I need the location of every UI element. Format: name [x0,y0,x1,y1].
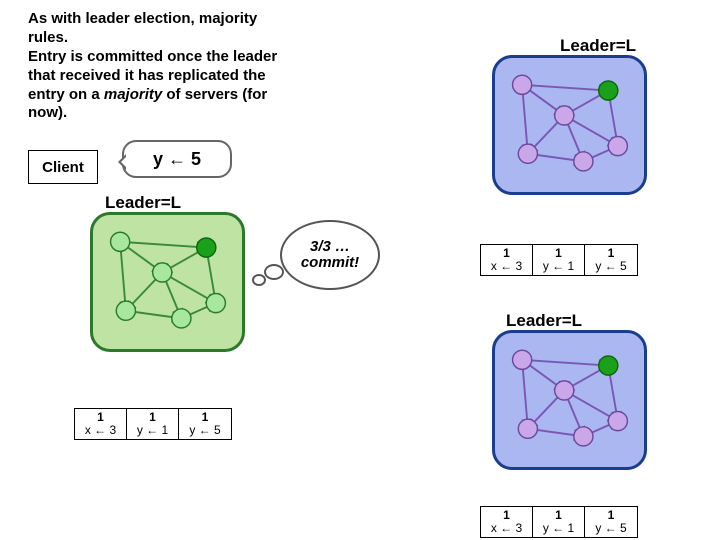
log-cell-0-1: 1y ← 1 [127,409,179,439]
caption-line1: As with leader election, majority [28,10,257,27]
log-cmd: y ← 5 [585,522,637,535]
cluster-blue1 [492,55,647,195]
cluster-blue2 [492,330,647,470]
log-strip-1: 1x ← 31y ← 11y ← 5 [480,244,638,276]
leader-label-blue1: Leader=L [560,36,636,56]
log-strip-0: 1x ← 31y ← 11y ← 5 [74,408,232,440]
caption-l2b: that received it has replicated the [28,67,266,84]
log-cmd: y ← 1 [127,424,178,437]
log-cmd: x ← 3 [481,522,532,535]
caption-l2a: Entry is committed once the leader [28,48,277,65]
log-cell-2-1: 1y ← 1 [533,507,585,537]
speech-bubble: y ← 5 [122,140,232,178]
log-cmd: y ← 1 [533,522,584,535]
log-cmd: y ← 1 [533,260,584,273]
cluster-green [90,212,245,352]
client-box: Client [28,150,98,184]
log-cell-1-2: 1y ← 5 [585,245,637,275]
client-label: Client [42,159,84,176]
caption: As with leader election, majority rules.… [28,10,378,48]
caption-l2c-pre: entry on a [28,86,104,103]
thought-text: 3/3 … commit! [282,239,378,271]
thought-bubble: 3/3 … commit! [280,220,380,290]
speech-text: y ← 5 [153,149,201,170]
log-cmd: y ← 5 [585,260,637,273]
log-cell-1-0: 1x ← 3 [481,245,533,275]
log-cmd: x ← 3 [75,424,126,437]
log-cell-2-0: 1x ← 3 [481,507,533,537]
log-cmd: y ← 5 [179,424,231,437]
caption-l2d: now). [28,104,67,121]
leader-label-blue2: Leader=L [506,311,582,331]
caption-l2c-em: majority [104,86,162,103]
caption-rules: rules. [28,29,68,46]
log-cell-0-2: 1y ← 5 [179,409,231,439]
log-cell-2-2: 1y ← 5 [585,507,637,537]
caption-l2c-post: of servers (for [162,86,267,103]
leader-label-green: Leader=L [105,193,181,213]
log-cell-0-0: 1x ← 3 [75,409,127,439]
log-cmd: x ← 3 [481,260,532,273]
log-cell-1-1: 1y ← 1 [533,245,585,275]
log-strip-2: 1x ← 31y ← 11y ← 5 [480,506,638,538]
